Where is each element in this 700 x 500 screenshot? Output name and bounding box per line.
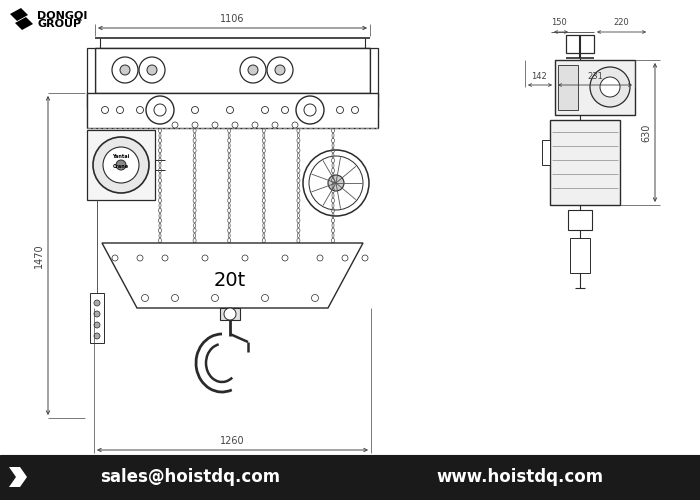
Circle shape (224, 308, 236, 320)
Circle shape (272, 122, 278, 128)
Polygon shape (9, 467, 27, 477)
Circle shape (192, 122, 198, 128)
Bar (555, 60, 635, 115)
Text: 630: 630 (641, 124, 651, 142)
Circle shape (242, 255, 248, 261)
Circle shape (102, 106, 108, 114)
Circle shape (103, 147, 139, 183)
Text: DONGQI: DONGQI (37, 10, 88, 20)
Circle shape (303, 150, 369, 216)
Circle shape (600, 77, 620, 97)
Bar (568, 210, 592, 230)
Bar (370, 48, 378, 108)
Text: Yantai: Yantai (113, 154, 130, 158)
Circle shape (116, 160, 126, 170)
Text: GROUP: GROUP (37, 19, 81, 29)
Circle shape (281, 106, 288, 114)
Circle shape (112, 57, 138, 83)
Bar (558, 65, 578, 110)
Circle shape (94, 300, 100, 306)
Circle shape (93, 137, 149, 193)
Polygon shape (10, 8, 28, 21)
Bar (550, 120, 620, 205)
Bar (566, 35, 594, 53)
Circle shape (212, 122, 218, 128)
Bar (87, 48, 95, 108)
Circle shape (120, 65, 130, 75)
Bar (95, 48, 370, 93)
Circle shape (94, 322, 100, 328)
Circle shape (227, 106, 234, 114)
Circle shape (248, 65, 258, 75)
Text: 150: 150 (551, 18, 567, 27)
Circle shape (252, 122, 258, 128)
Circle shape (112, 255, 118, 261)
Circle shape (296, 96, 324, 124)
Circle shape (94, 333, 100, 339)
Circle shape (116, 106, 123, 114)
Circle shape (192, 106, 199, 114)
Circle shape (137, 255, 143, 261)
Circle shape (590, 67, 630, 107)
Circle shape (304, 104, 316, 116)
Circle shape (292, 122, 298, 128)
Polygon shape (15, 17, 33, 30)
Circle shape (351, 106, 358, 114)
Bar (542, 140, 550, 165)
Bar (220, 308, 240, 320)
Circle shape (317, 255, 323, 261)
Circle shape (146, 96, 174, 124)
Circle shape (309, 156, 363, 210)
Text: 20t: 20t (214, 272, 246, 290)
Text: 1260: 1260 (220, 436, 245, 446)
Circle shape (267, 57, 293, 83)
Circle shape (337, 106, 344, 114)
Circle shape (262, 294, 269, 302)
Circle shape (312, 294, 318, 302)
Circle shape (282, 255, 288, 261)
Polygon shape (102, 243, 363, 308)
Text: 1106: 1106 (220, 14, 245, 24)
Circle shape (94, 311, 100, 317)
Circle shape (154, 104, 166, 116)
Text: www.hoistdq.com: www.hoistdq.com (436, 468, 603, 486)
Circle shape (342, 255, 348, 261)
Text: Crane: Crane (113, 164, 129, 170)
Circle shape (240, 57, 266, 83)
Circle shape (211, 294, 218, 302)
Bar (570, 238, 590, 273)
Text: 1470: 1470 (34, 243, 44, 268)
Bar (87, 93, 378, 128)
Bar (0, 455, 700, 500)
Bar (90, 293, 104, 343)
Text: 220: 220 (614, 18, 629, 27)
Circle shape (141, 294, 148, 302)
Circle shape (172, 294, 178, 302)
Circle shape (147, 65, 157, 75)
Circle shape (162, 255, 168, 261)
Circle shape (275, 65, 285, 75)
Circle shape (172, 122, 178, 128)
Circle shape (139, 57, 165, 83)
Text: 231: 231 (587, 72, 603, 81)
Polygon shape (9, 477, 27, 487)
Text: sales@hoistdq.com: sales@hoistdq.com (100, 468, 280, 486)
Circle shape (202, 255, 208, 261)
Circle shape (262, 106, 269, 114)
Circle shape (136, 106, 144, 114)
Bar (87, 130, 155, 200)
Text: 142: 142 (531, 72, 547, 81)
Circle shape (232, 122, 238, 128)
Circle shape (362, 255, 368, 261)
Circle shape (328, 175, 344, 191)
